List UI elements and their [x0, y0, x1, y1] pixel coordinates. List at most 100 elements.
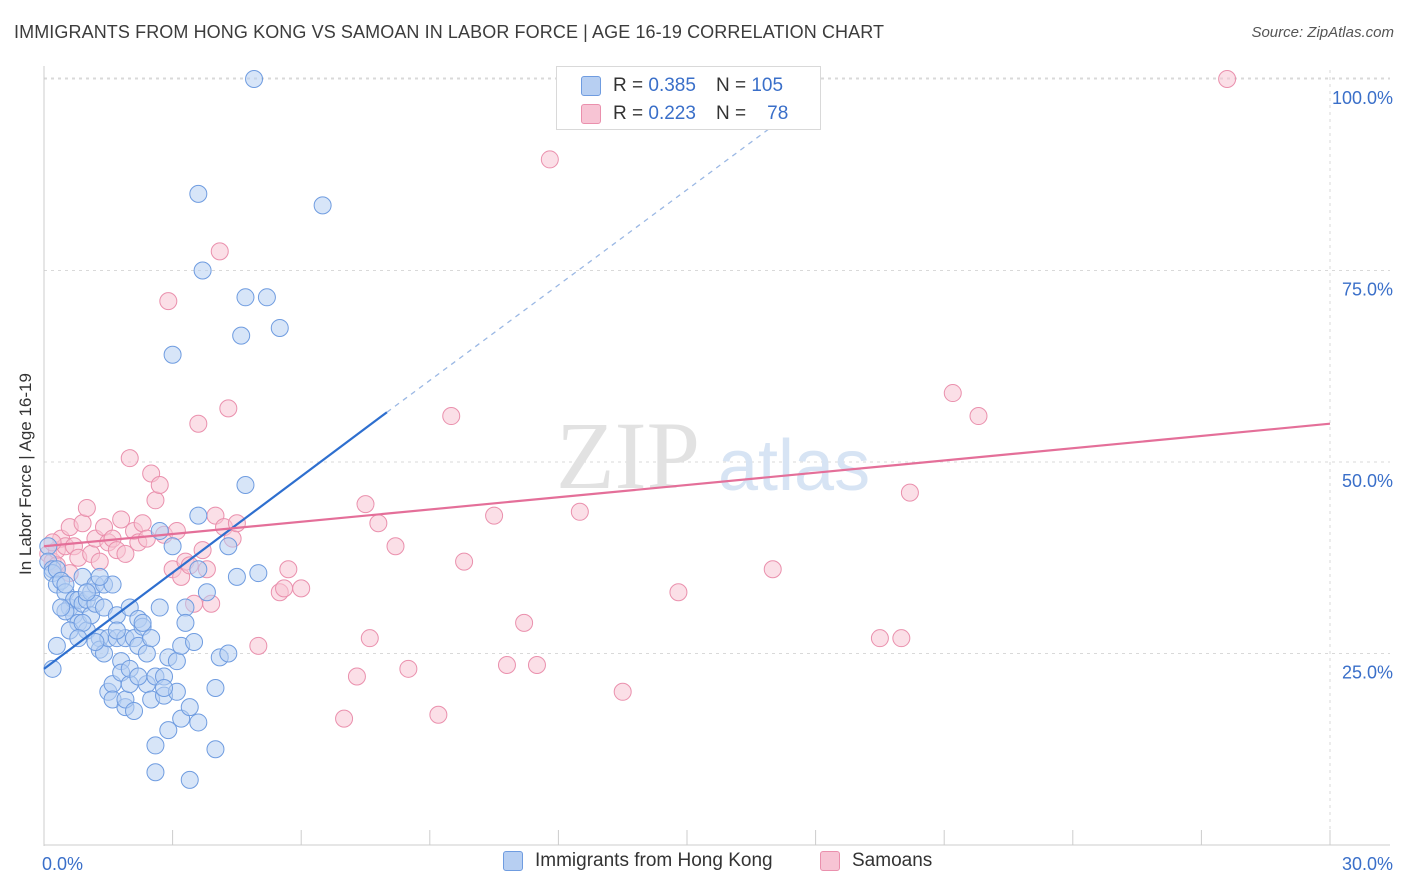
hong-kong-point — [107, 621, 126, 640]
hong-kong-point — [52, 598, 71, 617]
x-tick-label-left: 0.0% — [42, 854, 83, 874]
hong-kong-point — [86, 633, 105, 652]
chart-title: IMMIGRANTS FROM HONG KONG VS SAMOAN IN L… — [14, 22, 885, 42]
samoan-point — [900, 483, 919, 502]
hong-kong-point — [176, 598, 195, 617]
bottom-legend: Immigrants from Hong Kong Samoans — [0, 850, 1406, 880]
hong-kong-point — [137, 644, 156, 663]
samoan-point — [442, 407, 461, 426]
samoan-point — [399, 659, 418, 678]
hong-kong-point — [270, 318, 289, 337]
samoan-point — [292, 579, 311, 598]
hong-kong-point — [129, 667, 148, 686]
hong-kong-point — [56, 575, 75, 594]
samoan-point — [356, 495, 375, 514]
samoan-point — [146, 491, 165, 510]
samoan-point — [112, 510, 131, 529]
samoan-point — [515, 613, 534, 632]
hong-kong-point — [245, 70, 264, 88]
samoan-point — [870, 629, 889, 648]
hong-kong-point — [150, 598, 169, 617]
samoan-point — [763, 560, 782, 579]
samoan-point — [159, 292, 178, 311]
r-label: R = — [613, 103, 644, 124]
samoan-point — [943, 384, 962, 403]
blue-legend-swatch — [503, 851, 523, 871]
watermark-zip: ZIP — [556, 402, 700, 509]
hong-kong-trend-extension — [386, 93, 816, 413]
samoan-point — [1218, 70, 1237, 88]
hong-kong-point — [159, 721, 178, 740]
samoan-point — [613, 682, 632, 701]
legend-label-hong-kong: Immigrants from Hong Kong — [535, 850, 773, 871]
y-axis-label: In Labor Force | Age 16-19 — [16, 373, 35, 575]
samoan-point — [133, 514, 152, 533]
samoan-point — [485, 506, 504, 525]
hong-kong-point — [155, 678, 174, 697]
hong-kong-point — [176, 613, 195, 632]
stats-row-hong-kong: R = 0.385 N = 105 — [581, 75, 783, 97]
samoan-point — [386, 537, 405, 556]
samoan-point — [347, 667, 366, 686]
samoan-point — [210, 242, 229, 261]
watermark: ZIP atlas — [556, 402, 870, 509]
hong-kong-point — [77, 583, 96, 602]
n-value-hong-kong: 105 — [751, 75, 784, 96]
hong-kong-point — [193, 261, 212, 280]
samoan-point — [669, 583, 688, 602]
hong-kong-point — [90, 567, 109, 586]
samoan-point — [969, 407, 988, 426]
pink-legend-swatch — [820, 851, 840, 871]
hong-kong-point — [180, 770, 199, 789]
hong-kong-point — [313, 196, 332, 215]
hong-kong-point — [142, 629, 161, 648]
samoan-point — [167, 521, 186, 540]
source-label: Source: ZipAtlas.com — [1251, 24, 1394, 41]
stats-row-samoans: R = 0.223 N = 78 — [581, 103, 788, 125]
watermark-atlas: atlas — [718, 426, 870, 506]
samoan-point — [249, 636, 268, 655]
grid-layer — [44, 70, 1390, 845]
samoans-points — [39, 70, 1237, 728]
hong-kong-point — [146, 763, 165, 782]
hong-kong-point — [133, 613, 152, 632]
samoan-point — [527, 655, 546, 674]
hong-kong-point — [125, 701, 144, 720]
samoan-point — [150, 475, 169, 494]
hong-kong-point — [236, 475, 255, 494]
hong-kong-points — [39, 70, 332, 789]
n-label: N = — [715, 103, 747, 124]
tick-labels: 25.0% 50.0% 75.0% 100.0% 0.0% 30.0% — [42, 88, 1393, 874]
samoan-point — [116, 544, 135, 563]
hong-kong-point — [189, 560, 208, 579]
samoan-point — [120, 449, 139, 468]
y-tick-label: 75.0% — [1342, 280, 1393, 300]
samoan-point — [219, 399, 238, 418]
samoan-point — [73, 514, 92, 533]
samoan-point — [335, 709, 354, 728]
samoan-point — [77, 498, 96, 517]
stats-legend-box: R = 0.385 N = 105 R = 0.223 N = 78 — [556, 66, 821, 130]
hong-kong-point — [73, 613, 92, 632]
samoan-point — [497, 655, 516, 674]
hong-kong-point — [206, 678, 225, 697]
hong-kong-point — [206, 740, 225, 759]
legend-item-samoans[interactable]: Samoans — [820, 850, 932, 872]
legend-item-hong-kong[interactable]: Immigrants from Hong Kong — [503, 850, 773, 872]
pink-swatch — [581, 104, 601, 124]
samoan-point — [189, 414, 208, 433]
hong-kong-point — [236, 288, 255, 307]
hong-kong-point — [232, 326, 251, 345]
samoan-point — [570, 502, 589, 521]
blue-swatch — [581, 76, 601, 96]
samoan-point — [90, 552, 109, 571]
r-value-hong-kong: 0.385 — [648, 75, 696, 96]
samoan-point — [892, 629, 911, 648]
n-value-samoans: 78 — [767, 103, 789, 124]
samoan-point — [360, 629, 379, 648]
samoan-point — [369, 514, 388, 533]
samoan-point — [429, 705, 448, 724]
y-tick-label: 50.0% — [1342, 471, 1393, 491]
samoan-point — [540, 150, 559, 169]
hong-kong-point — [167, 652, 186, 671]
